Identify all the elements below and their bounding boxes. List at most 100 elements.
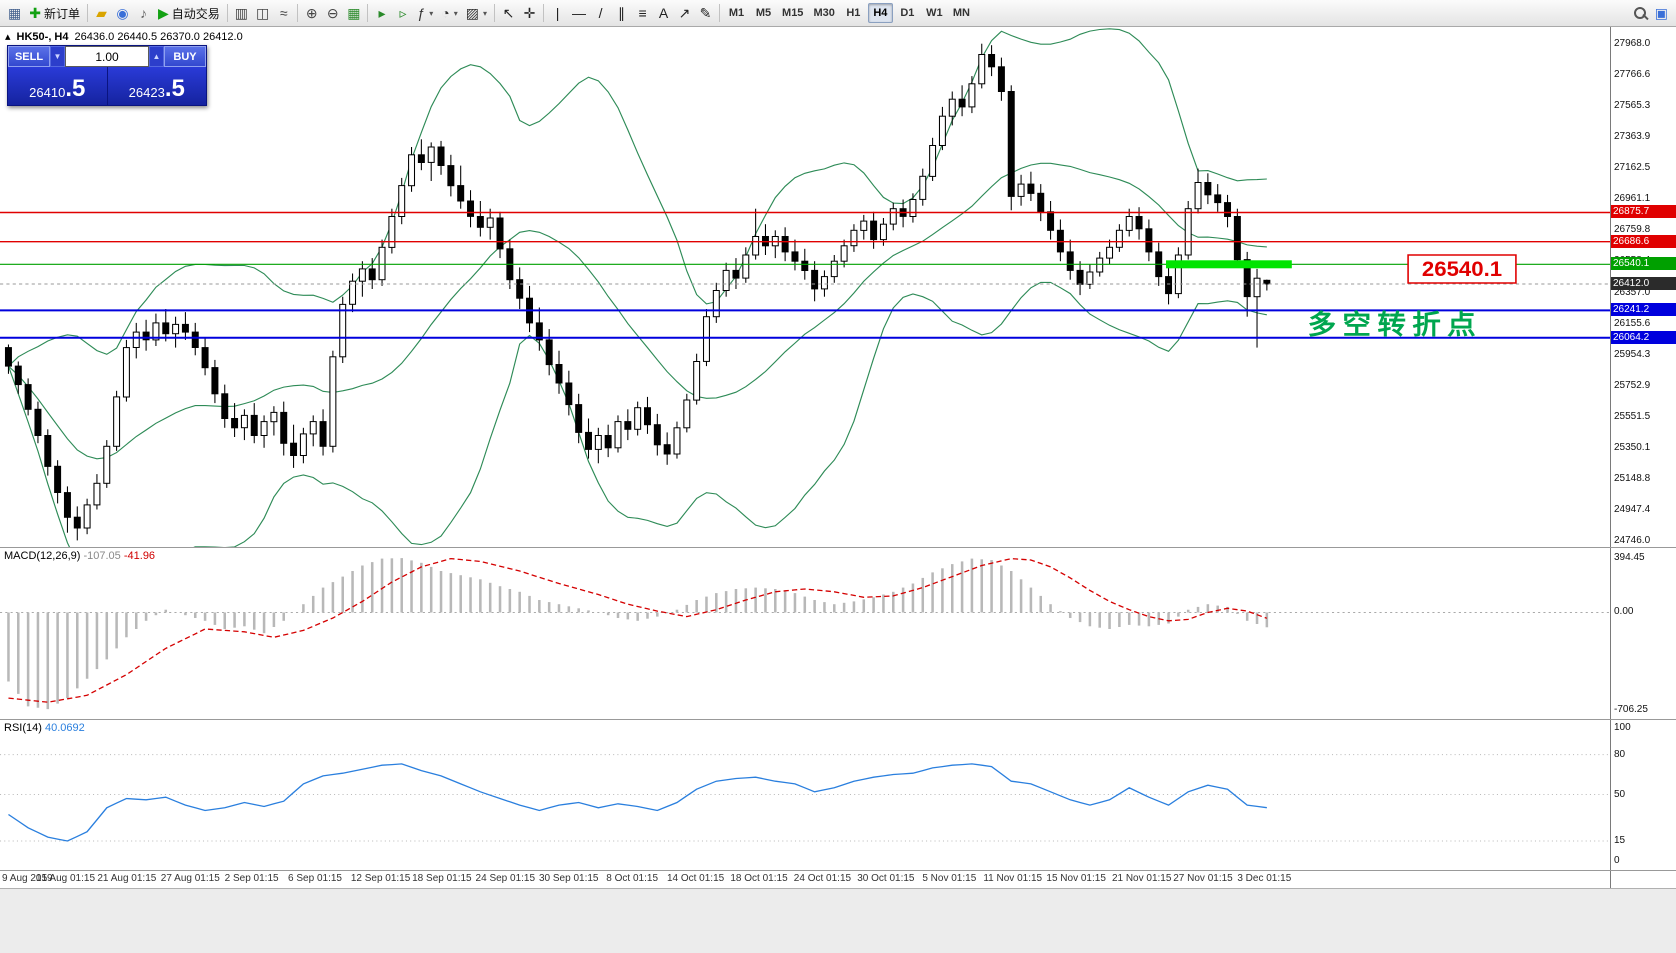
axis-corner — [1610, 871, 1676, 888]
volume-input[interactable] — [65, 46, 149, 67]
autotrading-button-label: 自动交易 — [171, 6, 220, 21]
time-axis-label: 3 Dec 01:15 — [1237, 873, 1292, 884]
panel-splitter[interactable] — [0, 870, 1676, 871]
time-axis[interactable]: 9 Aug 2019 15 Aug 01:15 21 Aug 01:15 27 Aug… — [0, 871, 1610, 888]
price-axis-label: 27162.5 — [1614, 162, 1651, 174]
profile-button[interactable]: ◉ — [112, 2, 133, 24]
periods-button[interactable]: ◔ ▾ — [437, 2, 461, 24]
line-chart-button[interactable]: ≈ — [273, 2, 294, 24]
new-chart-button[interactable]: ▦ — [4, 2, 25, 24]
alerts-button[interactable]: ♪ — [133, 2, 154, 24]
zoom-in-button[interactable]: ⊕ — [301, 2, 322, 24]
macd-axis[interactable]: 394.45 0.00 -706.25 — [1610, 548, 1676, 719]
timeframe-button-W1[interactable]: W1 — [926, 7, 943, 19]
ohlc-values: 26436.0 26440.5 26370.0 26412.0 — [74, 30, 243, 43]
crosshair-button[interactable]: ✛ — [519, 2, 540, 24]
vertical-line-button[interactable]: | — [547, 2, 568, 24]
timeframe-button-MN[interactable]: MN — [952, 7, 970, 19]
sell-price-frac: .5 — [65, 75, 86, 102]
volume-dropdown-icon[interactable]: ▼ — [50, 46, 65, 67]
candlestick-chart-button[interactable]: ◫ — [252, 2, 273, 24]
auto-scroll-icon: ▸ — [378, 5, 386, 21]
price-axis[interactable]: 27968.0 27766.6 27565.3 27363.9 27162.5 26961… — [1610, 27, 1676, 547]
timeframe-button-M15[interactable]: M15 — [782, 7, 804, 19]
timeframe-button-H4[interactable]: H4 — [867, 3, 893, 23]
chart-title: ▴ HK50-, H4 26436.0 26440.5 26370.0 2641… — [5, 30, 243, 44]
volume-stepper-icon[interactable]: ▲ — [149, 46, 164, 67]
collapse-one-click-arrow[interactable]: ▴ — [5, 31, 11, 43]
rsi-axis-label: 50 — [1614, 788, 1626, 800]
price-axis-label: 25551.5 — [1614, 410, 1651, 422]
timeframe-button-M5[interactable]: M5 — [755, 7, 772, 19]
buy-price-panel[interactable]: 26423 .5 — [107, 67, 206, 105]
rsi-plot[interactable]: RSI(14) 40.0692 — [0, 720, 1610, 870]
search-button[interactable] — [1630, 2, 1651, 24]
indicators-button[interactable]: ƒ ▾ — [413, 2, 437, 24]
toolbar-separator — [86, 4, 88, 22]
templates-button[interactable]: ▨ ▾ — [462, 2, 491, 24]
chart-shift-button[interactable]: ▹ — [392, 2, 413, 24]
buy-price-main: 26423 — [128, 85, 165, 100]
main-price-panel: 26540.1 多空转折点 ▴ HK50-, H4 26436.0 26440.… — [0, 27, 1676, 547]
timeframe-button-D1[interactable]: D1 — [900, 7, 915, 19]
channel-button[interactable]: ∥ — [611, 2, 632, 24]
time-axis-label: 6 Sep 01:15 — [288, 873, 342, 884]
macd-plot[interactable]: MACD(12,26,9) -107.05 -41.96 — [0, 548, 1610, 719]
profile-icon: ◉ — [116, 5, 129, 21]
timeframe-button-H1[interactable]: H1 — [846, 7, 861, 19]
text-button[interactable]: A — [653, 2, 674, 24]
window-button[interactable]: ▣ — [1651, 2, 1672, 24]
metaeditor-icon: ▰ — [96, 5, 107, 21]
panel-splitter[interactable] — [0, 719, 1676, 720]
time-axis-label: 14 Oct 01:15 — [666, 873, 725, 884]
price-axis-label: 26759.8 — [1614, 224, 1651, 236]
bar-chart-button[interactable]: ▥ — [231, 2, 252, 24]
trendline-icon: / — [598, 5, 603, 21]
time-axis-label: 24 Oct 01:15 — [793, 873, 852, 884]
price-axis-label: 25752.9 — [1614, 379, 1651, 391]
sell-button[interactable]: SELL — [8, 46, 50, 67]
cursor-icon: ↖ — [502, 5, 515, 21]
panel-splitter[interactable] — [0, 547, 1676, 548]
horizontal-line-icon: — — [572, 5, 587, 21]
indicators-icon: ƒ — [417, 5, 426, 21]
cursor-button[interactable]: ↖ — [498, 2, 519, 24]
toolbar: ▦ ✚ 新订单 ▰ ◉ ♪ ▶ 自动交易 ▥ ◫ ≈ ⊕ ⊖ ▦ ▸ ▹ ƒ ▾ ◔ ▾ ▨ ▾ ↖ ✛ | — / ∥ ≡ A ↗ ✎ M1 M… — [0, 0, 1676, 27]
main-chart-plot[interactable]: 26540.1 多空转折点 ▴ HK50-, H4 26436.0 26440.… — [0, 27, 1610, 547]
auto-scroll-button[interactable]: ▸ — [371, 2, 392, 24]
timeframe-button-M30[interactable]: M30 — [813, 7, 835, 19]
price-axis-label: 24947.4 — [1614, 503, 1651, 515]
rsi-axis[interactable]: 100 80 50 15 0 — [1610, 720, 1676, 870]
chevron-down-icon: ▾ — [429, 8, 434, 18]
autotrading-icon: ▶ — [157, 5, 169, 21]
zoom-out-button[interactable]: ⊖ — [322, 2, 343, 24]
pivot-price-box[interactable] — [1407, 254, 1517, 284]
autotrading-button[interactable]: ▶ 自动交易 — [154, 2, 224, 24]
arrows-icon: ↗ — [678, 5, 691, 21]
new-order-button[interactable]: ✚ 新订单 — [25, 2, 84, 24]
timeframe-button-M1[interactable]: M1 — [728, 7, 745, 19]
grid-icon: ▦ — [347, 5, 361, 21]
buy-button[interactable]: BUY — [164, 46, 206, 67]
horizontal-line-button[interactable]: — — [568, 2, 590, 24]
price-line-label: 26064.2 — [1611, 330, 1676, 344]
time-axis-label: 21 Aug 01:15 — [97, 873, 157, 884]
shapes-button[interactable]: ✎ — [695, 2, 716, 24]
metaeditor-button[interactable]: ▰ — [91, 2, 112, 24]
window-icon: ▣ — [1654, 5, 1668, 21]
grid-button[interactable]: ▦ — [343, 2, 364, 24]
fibonacci-button[interactable]: ≡ — [632, 2, 653, 24]
macd-axis-label: 0.00 — [1614, 606, 1634, 618]
shapes-icon: ✎ — [699, 5, 712, 21]
price-axis-label: 27766.6 — [1614, 69, 1651, 81]
macd-title: MACD(12,26,9) -107.05 -41.96 — [4, 550, 155, 562]
price-axis-label: 25954.3 — [1614, 348, 1651, 360]
trendline-button[interactable]: / — [590, 2, 611, 24]
chevron-down-icon: ▾ — [483, 8, 488, 18]
new-order-button-label: 新订单 — [43, 6, 80, 21]
periods-icon: ◔ — [441, 5, 450, 21]
search-icon — [1634, 7, 1647, 19]
arrows-button[interactable]: ↗ — [674, 2, 695, 24]
rsi-axis-label: 100 — [1614, 722, 1631, 733]
sell-price-panel[interactable]: 26410 .5 — [8, 67, 107, 105]
